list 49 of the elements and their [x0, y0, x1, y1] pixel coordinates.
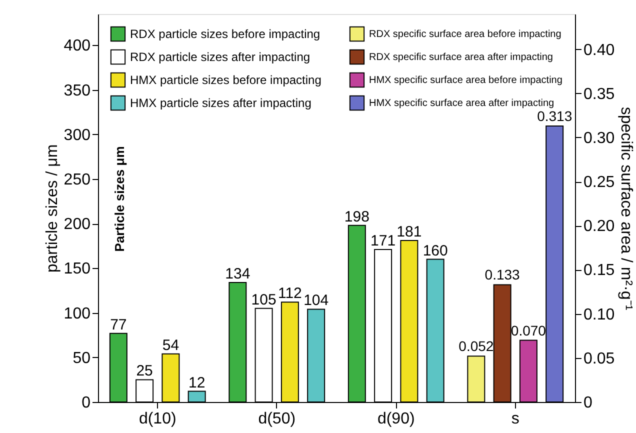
legend-label: HMX particle sizes before impacting — [130, 73, 322, 87]
data-label: 104 — [304, 292, 329, 310]
x-tick-label: d(50) — [258, 410, 296, 428]
annotation: Particle sizes μm — [112, 146, 127, 252]
legend-label: RDX particle sizes before impacting — [130, 27, 320, 41]
x-tick-label: s — [511, 410, 520, 428]
y-tick-label: 100 — [64, 305, 91, 322]
data-label: 12 — [188, 374, 206, 392]
legend-label: RDX specific surface area before impacting — [369, 29, 562, 40]
y2-axis-title: specific surface area / m²·g⁻¹ — [618, 106, 635, 310]
data-label: 25 — [136, 362, 153, 380]
y-tick-label: 250 — [64, 172, 91, 189]
legend-label: HMX specific surface area before impacting — [369, 75, 562, 86]
y-tick-label: 300 — [64, 126, 91, 144]
y-tick-label: 50 — [72, 350, 91, 367]
y2-tick-label: 0.25 — [584, 174, 615, 192]
data-label: 160 — [422, 242, 448, 260]
y2-tick-label: 0.05 — [584, 350, 615, 368]
y2-tick-label: 0.15 — [584, 262, 615, 280]
legend-label: RDX specific surface area after impacting — [369, 52, 553, 63]
legend-label: HMX specific surface area after impacting — [369, 98, 554, 109]
y2-tick-label: 0.10 — [584, 306, 615, 324]
y-tick-label: 150 — [64, 260, 91, 278]
data-label: 77 — [110, 316, 127, 334]
legend-label: RDX particle sizes after impacting — [130, 50, 310, 64]
y2-tick-label: 0.40 — [584, 42, 615, 59]
x-tick-label: d(10) — [138, 410, 176, 428]
data-label: 181 — [396, 224, 422, 241]
data-label: 198 — [344, 208, 370, 226]
data-label: 171 — [370, 232, 396, 250]
data-label: 0.133 — [484, 266, 520, 283]
y2-tick-label: 0 — [584, 394, 592, 412]
data-label: 0.052 — [458, 338, 494, 354]
y2-tick-label: 0.20 — [584, 218, 615, 236]
y-tick-label: 400 — [64, 38, 91, 55]
y2-tick-label: 0.35 — [584, 86, 615, 103]
x-tick-label: d(90) — [377, 410, 415, 428]
y-tick-label: 0 — [82, 394, 91, 412]
y-tick-label: 200 — [64, 216, 91, 234]
data-label: 134 — [225, 265, 250, 282]
legend-label: HMX particle sizes after impacting — [130, 96, 312, 110]
data-label: 105 — [251, 291, 276, 308]
y-tick-label: 350 — [64, 82, 91, 100]
data-label: 54 — [162, 336, 180, 354]
data-label: 0.070 — [510, 322, 546, 338]
y2-tick-label: 0.30 — [584, 130, 615, 147]
data-label: 112 — [278, 285, 302, 302]
data-label: 0.313 — [537, 108, 572, 124]
y-axis-title: particle sizes / μm — [44, 144, 61, 273]
